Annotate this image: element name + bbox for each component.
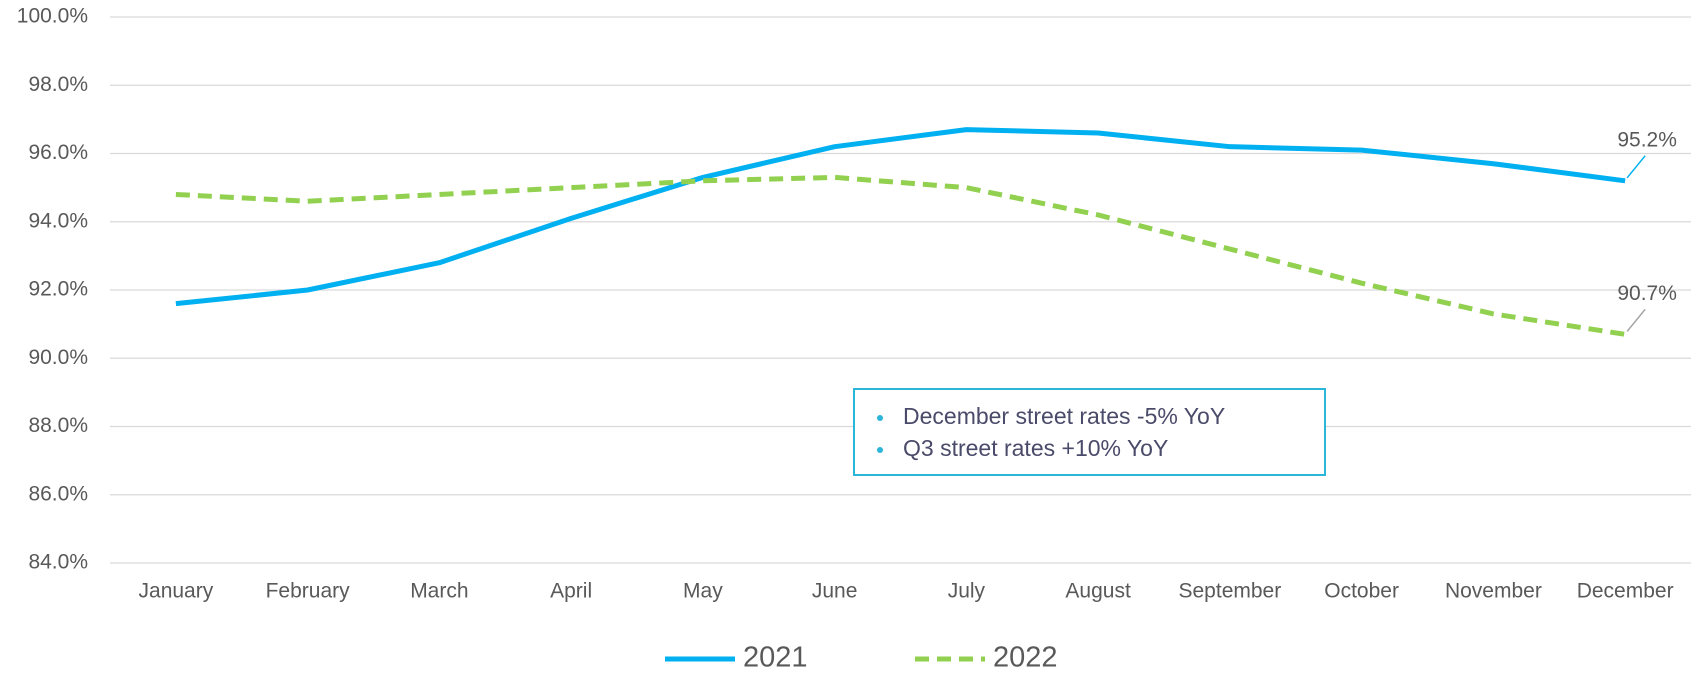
y-tick-label: 96.0% (28, 141, 88, 164)
legend-label: 2022 (993, 642, 1058, 674)
x-tick-label: September (1179, 580, 1282, 603)
x-tick-label: May (683, 580, 723, 603)
series-line (175, 174, 1626, 337)
x-tick-label: January (139, 580, 214, 603)
legend-label: 2021 (743, 642, 808, 674)
y-tick-label: 94.0% (28, 209, 88, 232)
bullet (877, 447, 883, 453)
data-label: 90.7% (1617, 282, 1677, 305)
y-tick-label: 88.0% (28, 414, 88, 437)
x-tick-label: July (948, 580, 986, 603)
x-tick-label: February (266, 580, 351, 603)
y-tick-label: 98.0% (28, 73, 88, 96)
x-tick-label: March (410, 580, 468, 603)
y-tick-label: 92.0% (28, 278, 88, 301)
x-tick-label: June (812, 580, 858, 603)
bullet (877, 415, 883, 421)
data-label: 95.2% (1617, 128, 1677, 151)
x-tick-label: November (1445, 580, 1542, 603)
annotation: December street rates -5% YoY (903, 403, 1225, 429)
y-tick-label: 100.0% (17, 5, 88, 28)
x-tick-label: April (550, 580, 592, 603)
y-tick-label: 90.0% (28, 346, 88, 369)
series-line (175, 127, 1626, 307)
y-tick-label: 84.0% (28, 551, 88, 574)
annotation: Q3 street rates +10% YoY (903, 435, 1168, 461)
leader-line (1626, 155, 1646, 179)
x-tick-label: December (1577, 580, 1674, 603)
annotation-box (853, 388, 1326, 476)
y-tick-label: 86.0% (28, 482, 88, 505)
x-tick-label: October (1324, 580, 1399, 603)
leader-line (1626, 308, 1646, 332)
x-tick-label: August (1065, 580, 1131, 603)
